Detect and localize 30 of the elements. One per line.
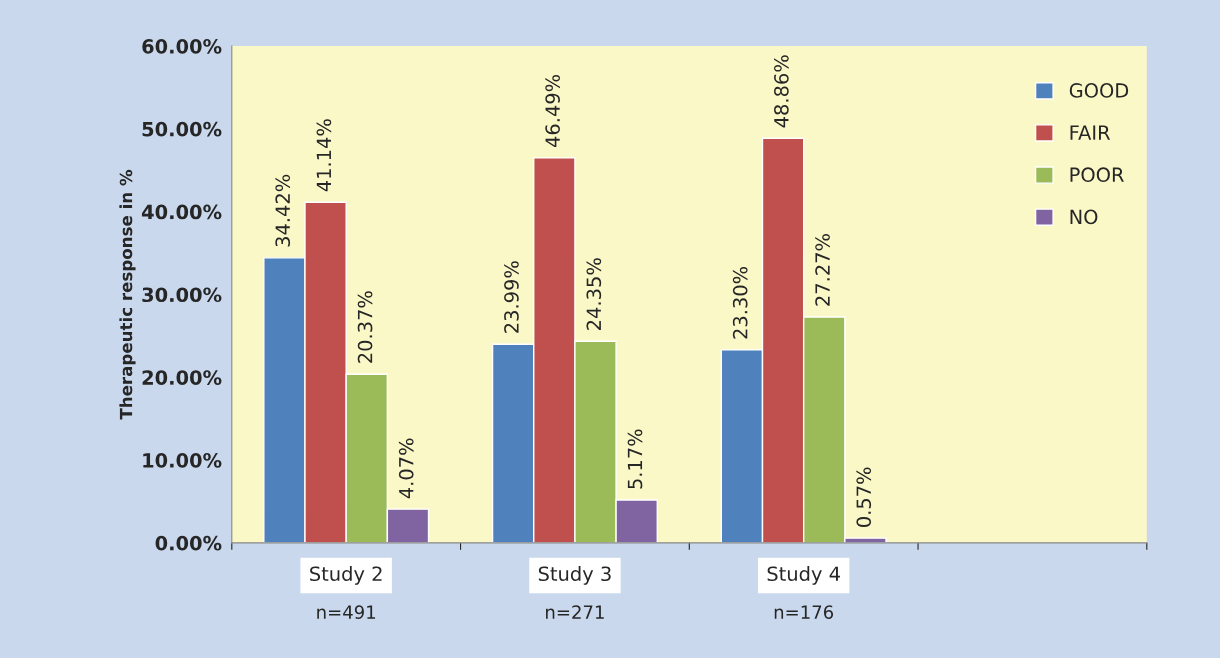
data-label: 24.35%: [586, 258, 602, 330]
legend-label: GOOD: [1069, 83, 1129, 98]
x-tick-label: Study 4: [767, 566, 840, 585]
text: n=491: [317, 605, 376, 619]
data-label: 5.17%: [627, 429, 643, 489]
legend-label: FAIR: [1070, 125, 1111, 140]
x-tick-label: Study 3: [538, 566, 611, 585]
legend-label: POOR: [1070, 167, 1124, 183]
data-label: 23.30%: [732, 266, 748, 339]
y-tick-label: 10.00%: [143, 453, 222, 468]
data-label: 27.27%: [815, 234, 830, 306]
data-label: 4.07%: [398, 438, 414, 499]
data-label: 20.37%: [357, 291, 373, 363]
data-label: 41.14%: [316, 119, 332, 192]
y-tick-label: 50.00%: [142, 121, 222, 137]
y-tick-label: 60.00%: [142, 39, 222, 54]
y-tick-label: 0.00%: [155, 535, 222, 551]
x-tick-label: Study 2: [310, 566, 382, 585]
y-tick-label: 40.00%: [141, 204, 222, 220]
data-label: 48.86%: [774, 55, 789, 128]
legend-label: NO: [1070, 209, 1098, 225]
y-tick-label: 20.00%: [142, 370, 222, 385]
text: n=271: [546, 605, 604, 619]
y-tick-label: 30.00%: [142, 287, 222, 303]
data-label: 23.99%: [504, 261, 519, 333]
text: n=176: [774, 605, 834, 619]
data-label: 0.57%: [856, 467, 872, 527]
data-label: 34.42%: [275, 174, 291, 247]
data-label: 46.49%: [545, 74, 560, 148]
y-axis-title: Therapeutic response in %: [119, 169, 136, 420]
